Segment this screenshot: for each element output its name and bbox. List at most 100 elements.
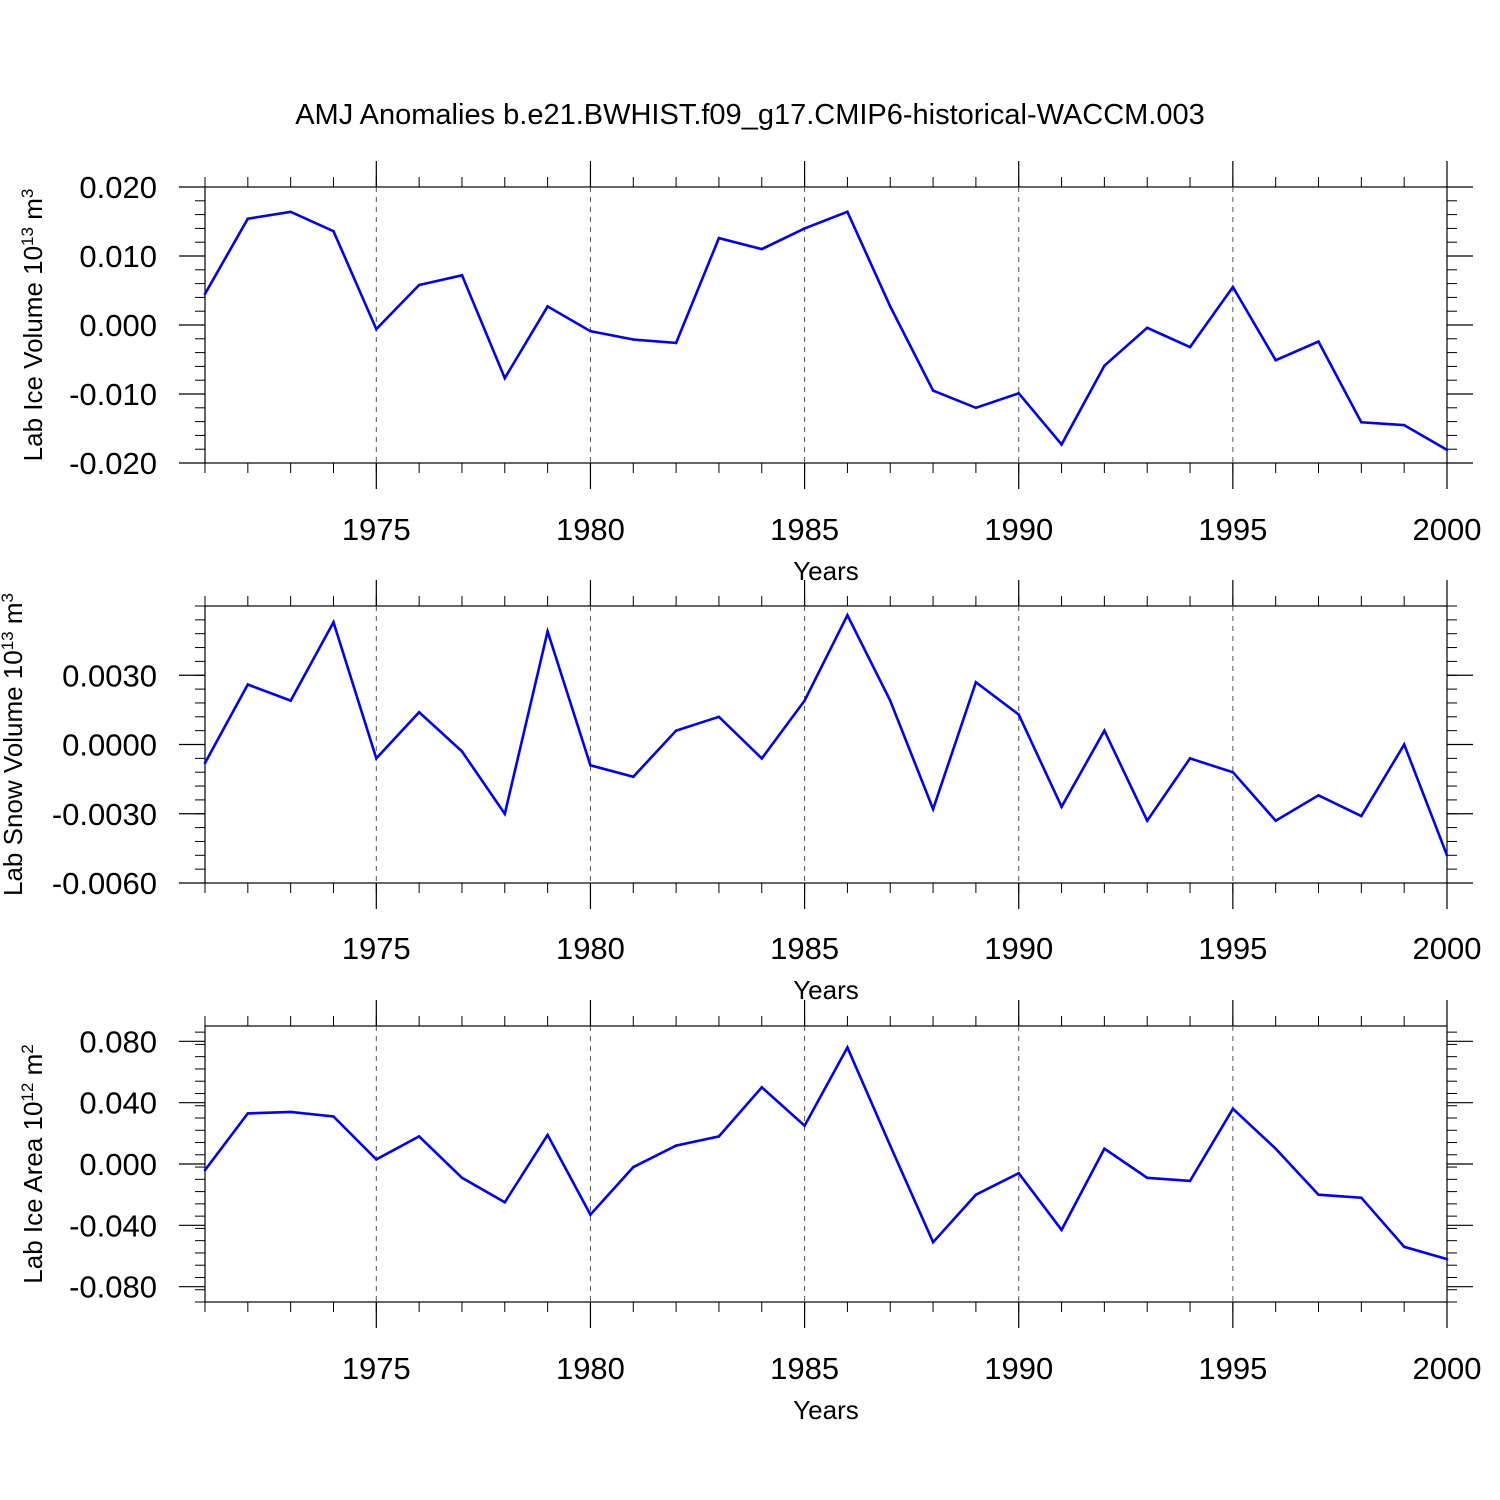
x-tick-label: 2000 [1413, 931, 1482, 966]
data-series-line [203, 612, 1449, 856]
x-tick-label: 1990 [984, 512, 1053, 547]
data-point [1188, 757, 1192, 760]
y-tick-label: 0.080 [79, 1024, 157, 1059]
y-axis-label: Lab Snow Volume 1013 m3 [0, 593, 28, 896]
y-axis-label-sup2: 3 [0, 593, 17, 602]
data-point [375, 757, 378, 760]
data-point [246, 1112, 250, 1115]
data-point [1145, 819, 1149, 822]
x-tick-label: 1995 [1198, 512, 1267, 547]
y-tick-label: 0.040 [79, 1086, 157, 1121]
data-point [846, 210, 849, 214]
y-tick-label: -0.010 [69, 377, 157, 412]
data-point [417, 283, 421, 287]
snow-volume-panel: 1975 1980 1985 1990 1995 2000 0.0030 0.0000 -0.0… [0, 580, 1481, 1005]
data-point [460, 1176, 464, 1180]
data-point [1445, 1257, 1449, 1261]
y-axis-label-sup1: 12 [18, 1083, 37, 1102]
data-point [631, 1165, 635, 1169]
data-point [1103, 364, 1106, 368]
data-point [888, 699, 892, 702]
data-point [931, 807, 935, 811]
x-tick-label: 1980 [556, 931, 625, 966]
data-point [1103, 1147, 1106, 1150]
data-point [1360, 1196, 1363, 1200]
data-point [1402, 423, 1406, 427]
data-point [332, 620, 335, 624]
data-point [974, 1193, 978, 1196]
data-point [1017, 1171, 1021, 1175]
data-point [1188, 345, 1192, 349]
y-axis-label-unit: m [0, 602, 28, 631]
data-point [1274, 1147, 1277, 1150]
data-point [674, 1144, 678, 1147]
y-tick-label: -0.0030 [52, 797, 157, 832]
data-point [760, 757, 764, 760]
figure-title: AMJ Anomalies b.e21.BWHIST.f09_g17.CMIP6… [295, 99, 1205, 131]
y-tick-label: -0.020 [69, 446, 157, 481]
y-tick-label: 0.0030 [62, 658, 157, 693]
y-axis-label-text: Lab Snow Volume 10 [0, 650, 28, 896]
data-point [1317, 1193, 1320, 1196]
data-point [417, 710, 421, 714]
data-point [1188, 1179, 1192, 1183]
data-point [546, 1133, 549, 1137]
data-point [589, 763, 592, 767]
y-axis-label: Lab Ice Volume 1013 m3 [18, 189, 49, 462]
data-point [803, 699, 806, 702]
data-point [503, 812, 507, 816]
data-point [589, 329, 592, 333]
data-point [1445, 448, 1449, 452]
x-tick-label: 1980 [556, 512, 625, 547]
data-point [460, 750, 464, 753]
plot-frame [204, 605, 1448, 884]
data-point [289, 210, 292, 214]
data-point [674, 729, 678, 732]
x-tick-label: 1980 [556, 1351, 625, 1386]
y-tick-label: -0.040 [69, 1208, 157, 1243]
data-series-line [203, 210, 1448, 452]
data-point [1145, 1176, 1149, 1180]
y-axis-label-sup2: 2 [18, 1044, 37, 1053]
x-tick-label: 1985 [770, 1351, 839, 1386]
y-tick-label: 0.000 [79, 1147, 157, 1182]
data-series-line [203, 1044, 1448, 1261]
data-point [760, 247, 764, 251]
data-point [246, 217, 250, 221]
data-point [1274, 358, 1277, 362]
y-axis-label-text: Lab Ice Area 10 [18, 1102, 48, 1284]
data-point [1060, 805, 1063, 809]
y-axis-label-sup2: 3 [18, 189, 37, 198]
data-point [888, 305, 892, 308]
x-axis-label: Years [793, 975, 859, 1005]
y-tick-label: -0.080 [69, 1270, 157, 1305]
data-point [1060, 443, 1063, 446]
data-point [931, 1240, 935, 1244]
data-point [1360, 420, 1363, 424]
data-point [803, 1124, 806, 1127]
y-axis-label-text: Lab Ice Volume 10 [18, 246, 48, 461]
data-point [503, 376, 507, 380]
x-tick-label: 1975 [342, 1351, 411, 1386]
x-tick-label: 2000 [1413, 1351, 1482, 1386]
data-point [803, 227, 806, 230]
x-tick-label: 1990 [984, 931, 1053, 966]
y-axis-label-unit: m [18, 198, 48, 227]
data-point [417, 1135, 421, 1138]
x-tick-label: 1995 [1198, 1351, 1267, 1386]
data-point [1402, 743, 1406, 746]
y-axis-label: Lab Ice Area 1012 m2 [18, 1044, 49, 1283]
y-tick-label: 0.020 [79, 170, 157, 205]
data-point [332, 1115, 335, 1118]
data-point [1402, 1245, 1406, 1249]
data-point [589, 1213, 592, 1216]
data-point [717, 236, 721, 240]
data-point [1231, 285, 1235, 289]
y-axis-label-unit: m [18, 1054, 48, 1083]
x-tick-label: 1995 [1198, 931, 1267, 966]
data-point [1017, 713, 1021, 716]
data-point [1103, 729, 1106, 732]
data-point [1060, 1228, 1063, 1232]
data-point [631, 775, 635, 779]
